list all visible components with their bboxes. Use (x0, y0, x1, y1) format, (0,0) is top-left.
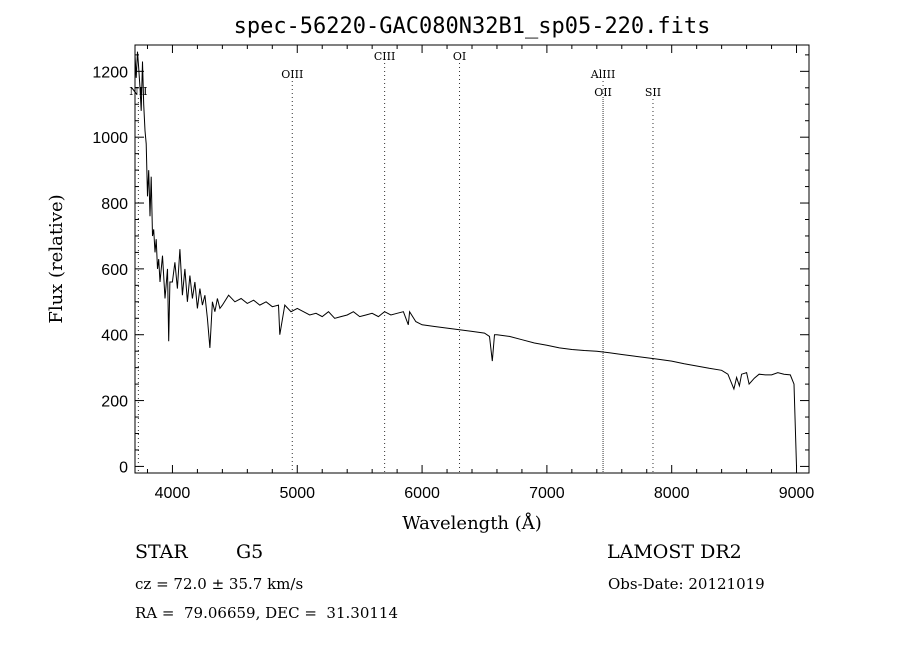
y-tick-label: 0 (119, 459, 128, 476)
y-tick-label: 1200 (92, 64, 128, 81)
x-tick-label: 8000 (654, 485, 690, 502)
spectral-line-label: SII (645, 86, 661, 99)
spectrum-line (134, 51, 797, 467)
x-tick-label: 7000 (529, 485, 565, 502)
plot-frame (134, 44, 810, 474)
object-type: STAR (135, 541, 188, 563)
y-tick-label: 200 (101, 394, 128, 411)
y-tick-label: 800 (101, 196, 128, 213)
axis-ticks: 4000 5000 6000 7000 8000 9000 0 200 400 600 800 100… (92, 45, 814, 502)
subclass: G5 (236, 541, 264, 563)
spectral-line-label: OIII (281, 68, 303, 81)
x-tick-label: 4000 (155, 485, 191, 502)
y-tick-label: 1000 (92, 130, 128, 147)
spectral-line-label: NII (129, 85, 147, 98)
y-tick-label: 400 (101, 328, 128, 345)
spectral-line-markers: NII OIII CIII OI AlIII OII SII (129, 50, 661, 473)
observation-date: Obs-Date: 20121019 (608, 575, 765, 593)
x-axis-label: Wavelength (Å) (402, 512, 542, 534)
chart-title: spec-56220-GAC080N32B1_sp05-220.fits (234, 14, 711, 39)
y-axis-label: Flux (relative) (46, 194, 67, 323)
x-tick-label: 5000 (279, 485, 315, 502)
x-tick-label: 6000 (404, 485, 440, 502)
x-tick-label: 9000 (779, 485, 815, 502)
spectral-line-label: CIII (374, 50, 395, 63)
y-tick-label: 600 (101, 262, 128, 279)
spectral-line-label: OII (594, 86, 612, 99)
redshift-velocity: cz = 72.0 ± 35.7 km/s (135, 575, 304, 593)
coordinates: RA = 79.06659, DEC = 31.30114 (135, 604, 399, 622)
spectral-line-label: AlIII (590, 68, 616, 81)
spectral-line-label: OI (453, 50, 466, 63)
survey-name: LAMOST DR2 (607, 541, 742, 563)
